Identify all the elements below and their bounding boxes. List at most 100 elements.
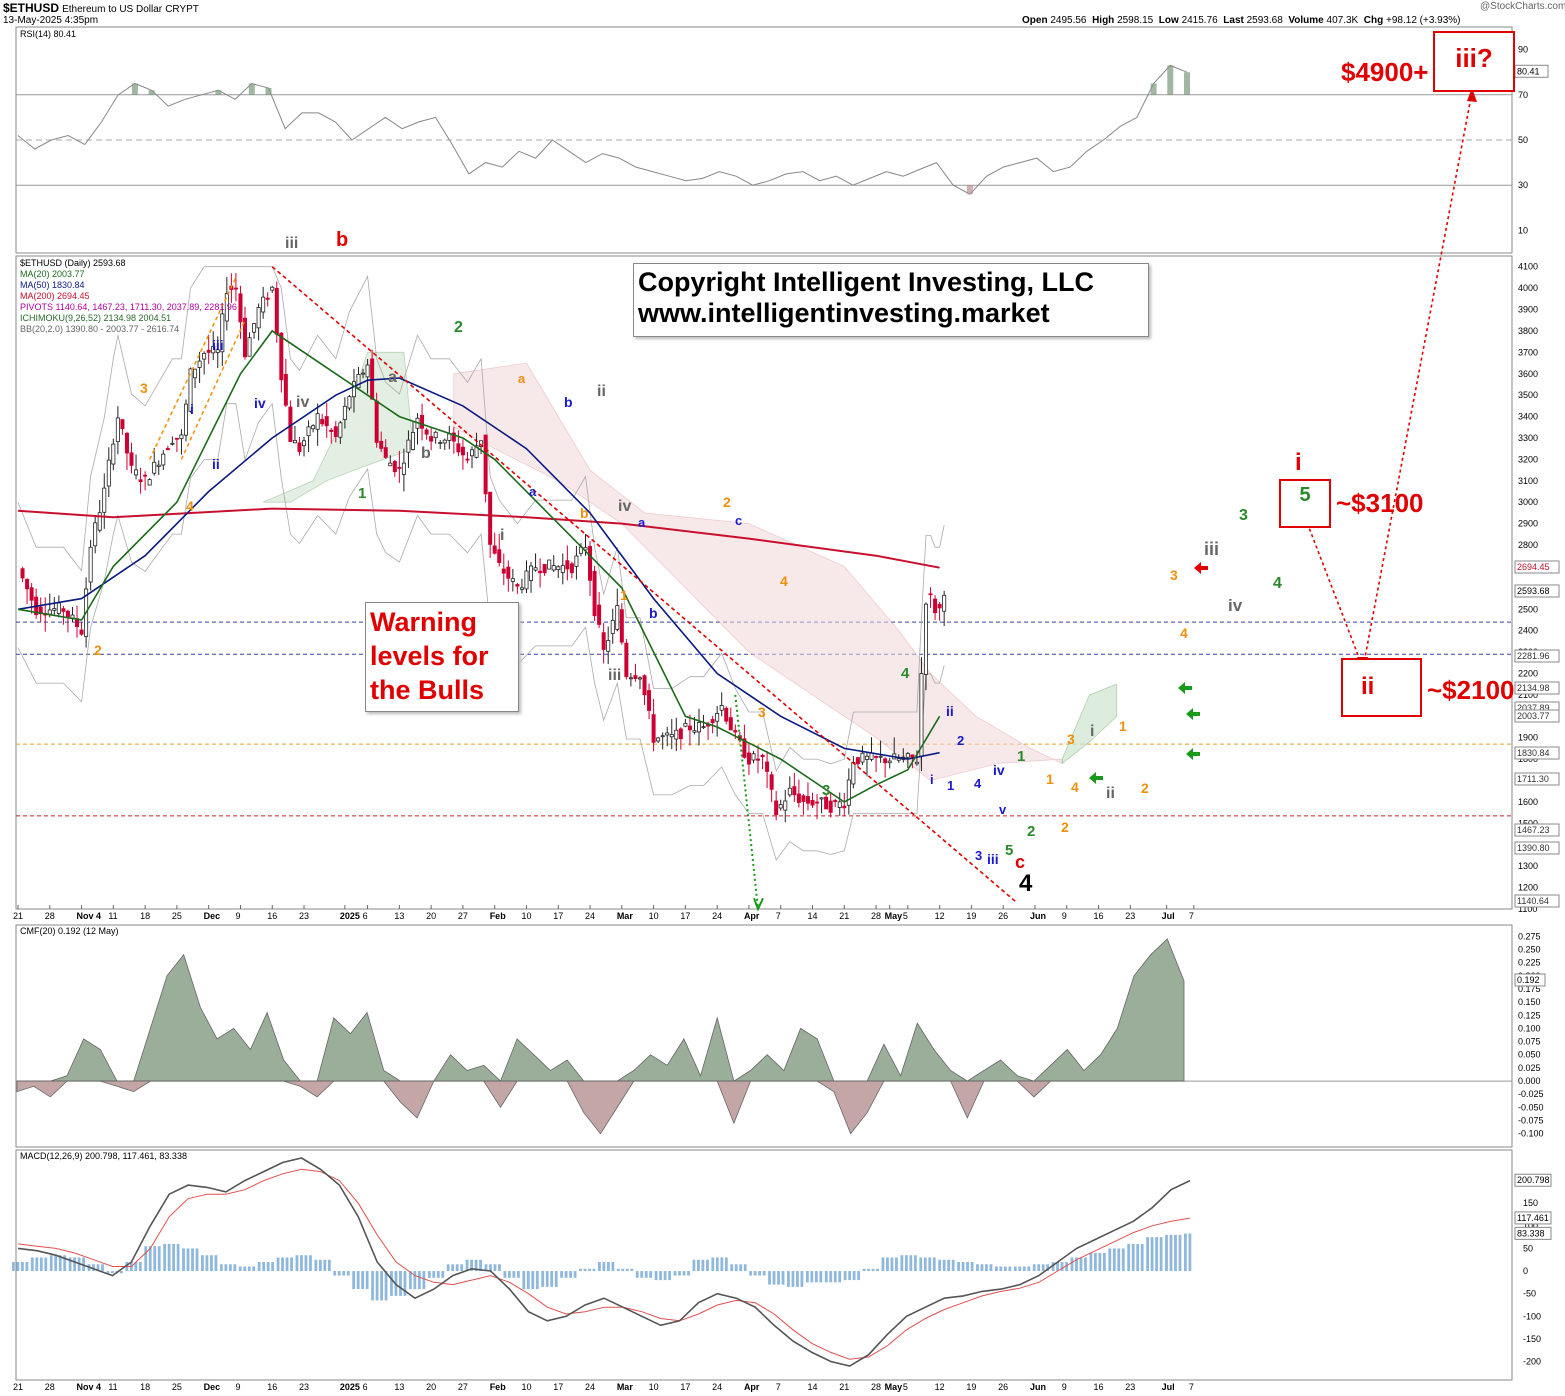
- macd-histogram-bar: [436, 1271, 440, 1278]
- macd-histogram-bar: [616, 1268, 620, 1272]
- macd-histogram-bar: [262, 1262, 266, 1272]
- candle-body: [674, 729, 679, 740]
- macd-histogram-bar: [711, 1257, 715, 1272]
- candle-body: [342, 405, 347, 420]
- chg-value: +98.12 (+3.93%): [1386, 15, 1461, 26]
- macd-value-box: [1514, 1173, 1552, 1187]
- macd-histogram-bar: [579, 1268, 582, 1272]
- x-tick-label-bottom: 23: [1125, 1382, 1135, 1392]
- candle-body: [442, 439, 447, 444]
- candle-body: [933, 598, 938, 614]
- macd-histogram-bar: [1150, 1237, 1154, 1272]
- x-tick-label: 13: [394, 911, 404, 921]
- macd-histogram-bar: [233, 1264, 237, 1272]
- wave-label: a: [388, 369, 397, 386]
- x-tick-label-bottom: 27: [458, 1382, 468, 1392]
- macd-histogram-bar: [195, 1248, 199, 1272]
- candle-body: [624, 642, 629, 678]
- macd-histogram-bar: [120, 1271, 123, 1274]
- macd-histogram-bar: [749, 1271, 753, 1276]
- price-tick-label: 1900: [1518, 733, 1538, 743]
- candle-body: [202, 352, 207, 360]
- macd-histogram-bar: [541, 1271, 545, 1287]
- macd-histogram-bar: [1056, 1262, 1059, 1272]
- x-tick-label-bottom: 12: [935, 1382, 945, 1392]
- candle-body: [215, 349, 220, 353]
- x-tick-label: Mar: [617, 911, 634, 921]
- candle-body: [469, 449, 474, 457]
- wave-label: iii: [1204, 539, 1220, 559]
- macd-histogram-bar: [762, 1271, 766, 1276]
- candle-body: [292, 440, 297, 444]
- rsi-tick-label: 30: [1518, 180, 1528, 190]
- candle-body: [842, 805, 847, 809]
- cmf-tick-label: 0.150: [1518, 997, 1541, 1007]
- macd-histogram-bar: [1041, 1264, 1045, 1272]
- macd-histogram-bar: [346, 1271, 350, 1276]
- macd-histogram-bar: [829, 1271, 833, 1283]
- wave-label: a: [518, 371, 526, 386]
- panel-cmf: [15, 924, 1513, 1148]
- candle-body: [647, 690, 652, 711]
- macd-histogram-bar: [743, 1264, 747, 1272]
- wave-label: 4: [974, 776, 982, 791]
- ma20-legend: MA(20) 2003.77: [20, 269, 85, 279]
- target-5-text: 5: [1299, 484, 1311, 506]
- macd-histogram-bar: [985, 1264, 988, 1272]
- candle-body: [878, 755, 883, 758]
- macd-histogram-bar: [697, 1259, 700, 1272]
- cmf-tick-label: 0.225: [1518, 958, 1541, 968]
- ichimoku-cloud-green-future: [1061, 683, 1118, 765]
- macd-histogram-bar: [224, 1264, 228, 1272]
- candle-body: [397, 466, 402, 469]
- macd-histogram-bar: [668, 1271, 672, 1281]
- macd-histogram-bar: [403, 1271, 407, 1296]
- candle-body: [315, 413, 320, 430]
- wave-label: v: [999, 802, 1007, 817]
- target-5-box: 5: [1279, 479, 1331, 528]
- candle-body: [374, 400, 379, 443]
- macd-histogram-bar: [399, 1271, 402, 1296]
- x-tick-label-bottom: 9: [235, 1382, 240, 1392]
- macd-histogram-bar: [96, 1264, 100, 1272]
- x-tick-label: Feb: [490, 911, 507, 921]
- wave-label: iii: [285, 235, 299, 252]
- macd-histogram-bar: [833, 1271, 837, 1283]
- x-tick-label: 20: [426, 911, 436, 921]
- x-tick-label-bottom: 26: [998, 1382, 1008, 1392]
- rsi-value-label: 80.41: [1517, 66, 1540, 76]
- x-tick-label-bottom: 28: [871, 1382, 881, 1392]
- candle-body: [152, 461, 157, 474]
- macd-tick-label: 100: [1523, 1221, 1538, 1231]
- candle-body: [97, 512, 102, 531]
- target-4900-label: $4900+: [1341, 57, 1429, 87]
- x-tick-label: 11: [108, 911, 117, 921]
- x-tick-label-bottom: 18: [140, 1382, 150, 1392]
- macd-histogram-bar: [342, 1271, 346, 1276]
- macd-histogram-bar: [796, 1271, 799, 1287]
- candle-body: [497, 549, 502, 564]
- macd-histogram-bar: [602, 1262, 606, 1272]
- macd-histogram-bar: [781, 1271, 785, 1285]
- macd-legend: MACD(12,26,9) 200.798, 117.461, 83.338: [20, 1151, 187, 1161]
- macd-histogram-bar: [163, 1243, 167, 1272]
- price-tick-label: 4100: [1518, 262, 1538, 272]
- macd-histogram-bar: [706, 1259, 709, 1272]
- green-pointer-arrow: [1186, 708, 1200, 720]
- candle-body: [678, 728, 683, 740]
- price-value-box: [1514, 709, 1560, 723]
- wave-label: b: [421, 445, 431, 462]
- price-value-box: [1514, 584, 1560, 598]
- macd-histogram-bar: [583, 1268, 587, 1272]
- candle-body: [25, 579, 30, 590]
- warning-box: Warning levels for the Bulls: [365, 602, 519, 712]
- macd-histogram-bar: [489, 1264, 492, 1272]
- macd-histogram-bar: [886, 1257, 889, 1272]
- x-tick-label: 9: [235, 911, 240, 921]
- macd-histogram-bar: [44, 1257, 48, 1272]
- candle-body: [774, 800, 779, 816]
- candle-body: [88, 546, 93, 583]
- target-3100-label: ~$3100: [1336, 488, 1424, 518]
- macd-histogram-bar: [422, 1271, 426, 1290]
- macd-histogram-bar: [1174, 1234, 1177, 1272]
